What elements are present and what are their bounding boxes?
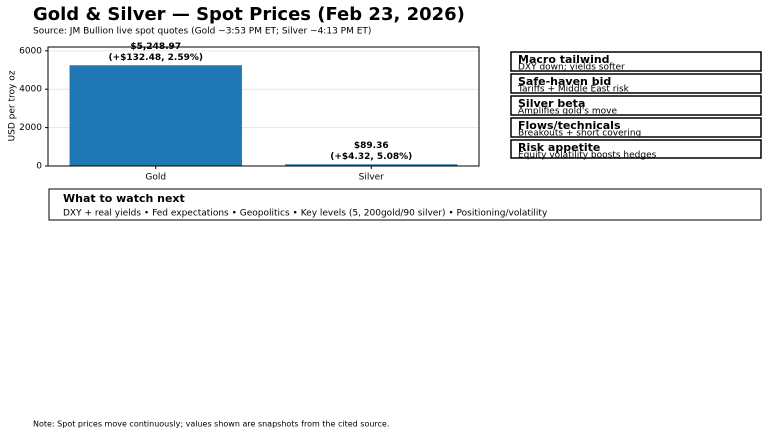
- y-tick-label: 6000: [19, 46, 42, 56]
- card: [510, 51, 762, 72]
- value-label: $89.36: [354, 141, 389, 151]
- card-text: Breakouts + short covering: [518, 129, 641, 139]
- card-title: Macro tailwind: [518, 53, 610, 66]
- x-tick-label: Silver: [359, 173, 385, 183]
- change-label: (+$132.48, 2.59%): [108, 53, 203, 63]
- card-title: Flows/technicals: [518, 119, 621, 132]
- card: [510, 139, 762, 159]
- x-tick-label: Gold: [145, 173, 166, 183]
- card: [510, 95, 762, 116]
- bar: [69, 65, 242, 166]
- footnote: Note: Spot prices move continuously; val…: [33, 420, 389, 429]
- bar: [285, 164, 458, 166]
- chart-title: Gold & Silver — Spot Prices (Feb 23, 202…: [33, 4, 465, 25]
- card-text: Amplifies gold's move: [518, 107, 617, 117]
- card-title: Risk appetite: [518, 141, 600, 154]
- watch-title: What to watch next: [63, 192, 185, 205]
- watch-box: [48, 188, 762, 221]
- watch-text: DXY + real yields • Fed expectations • G…: [63, 209, 548, 219]
- y-tick-label: 4000: [19, 85, 42, 95]
- card-text: Tariffs + Middle East risk: [517, 85, 630, 95]
- card: [510, 73, 762, 94]
- card-text: DXY down; yields softer: [518, 63, 625, 73]
- change-label: (+$4.32, 5.08%): [330, 152, 412, 162]
- y-tick-label: 0: [36, 162, 42, 172]
- y-axis-label: USD per troy oz: [8, 70, 18, 141]
- card-text: Equity volatility boosts hedges: [518, 151, 657, 161]
- subtitle: Source: JM Bullion live spot quotes (Gol…: [33, 27, 371, 37]
- y-tick-label: 2000: [19, 123, 42, 133]
- plot-frame: [47, 46, 480, 167]
- card-title: Silver beta: [518, 97, 585, 110]
- card-title: Safe-haven bid: [518, 75, 611, 88]
- card: [510, 117, 762, 138]
